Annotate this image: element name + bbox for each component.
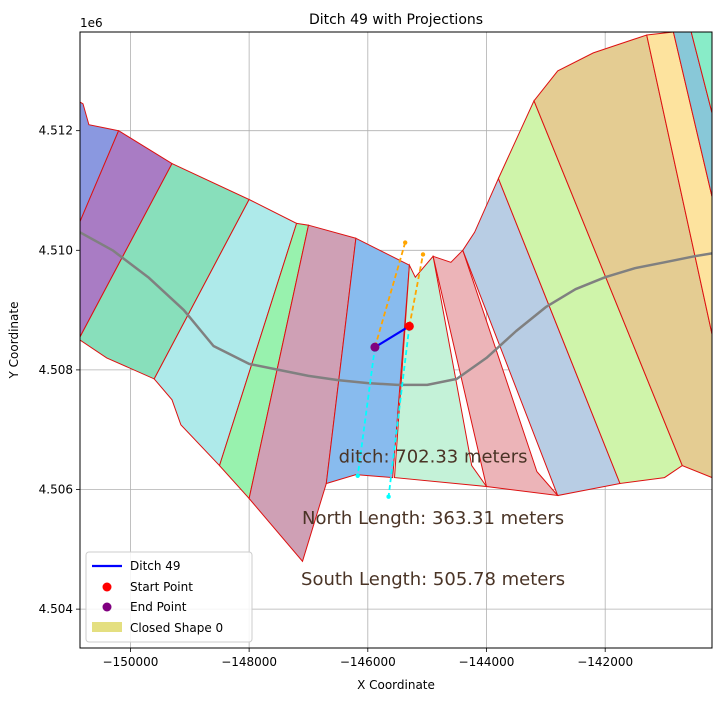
annotation-text: North Length: 363.31 meters bbox=[302, 508, 564, 529]
projection-endpoint bbox=[386, 494, 391, 499]
x-tick-label: −146000 bbox=[340, 655, 396, 669]
x-tick-label: −150000 bbox=[103, 655, 159, 669]
legend-swatch-end bbox=[102, 602, 112, 612]
x-tick-label: −148000 bbox=[221, 655, 277, 669]
y-tick-label: 4.510 bbox=[39, 243, 73, 257]
road-line-layer bbox=[80, 231, 712, 387]
projection-line bbox=[374, 242, 407, 348]
y-axis-title: Y Coordinate bbox=[7, 302, 21, 380]
chart-title: Ditch 49 with Projections bbox=[309, 12, 483, 28]
legend-label-start: Start Point bbox=[130, 580, 193, 594]
annotation-text: ditch: 702.33 meters bbox=[339, 447, 528, 468]
projection-endpoint bbox=[402, 240, 408, 245]
ditch-layer bbox=[370, 321, 414, 352]
shape-region bbox=[432, 249, 559, 497]
annotation-text: South Length: 505.78 meters bbox=[301, 569, 565, 590]
legend: Ditch 49 Start Point End Point Closed Sh… bbox=[85, 551, 253, 643]
projection-line bbox=[408, 254, 424, 327]
shape-regions bbox=[80, 32, 712, 563]
projection-endpoint bbox=[355, 473, 360, 478]
shape-region bbox=[646, 32, 712, 335]
x-axis-ticks: −150000 −148000 −146000 −144000 −142000 bbox=[103, 648, 633, 669]
shape-region bbox=[80, 101, 120, 222]
legend-swatch-shape bbox=[92, 622, 122, 632]
legend-label-shape: Closed Shape 0 bbox=[130, 621, 223, 635]
y-axis-offset-label: 1e6 bbox=[80, 16, 103, 30]
y-tick-label: 4.504 bbox=[39, 602, 73, 616]
ditch-line bbox=[374, 325, 410, 349]
x-tick-label: −142000 bbox=[577, 655, 633, 669]
road-line bbox=[80, 231, 712, 387]
y-tick-label: 4.512 bbox=[39, 124, 73, 138]
annotations: ditch: 702.33 meters North Length: 363.31… bbox=[301, 447, 565, 591]
legend-label-end: End Point bbox=[130, 600, 187, 614]
projection-lines bbox=[355, 240, 426, 499]
end-point bbox=[370, 342, 380, 352]
plot-frame bbox=[79, 31, 713, 649]
shape-region bbox=[80, 129, 173, 338]
y-axis-ticks: 4.504 4.506 4.508 4.510 4.512 bbox=[39, 124, 80, 616]
y-tick-label: 4.508 bbox=[39, 363, 73, 377]
shape-region bbox=[393, 255, 488, 488]
shape-region bbox=[690, 32, 712, 113]
y-tick-label: 4.506 bbox=[39, 483, 73, 497]
legend-label-ditch: Ditch 49 bbox=[130, 559, 181, 573]
projection-endpoint bbox=[420, 252, 426, 257]
projection-line bbox=[356, 347, 376, 476]
x-tick-label: −144000 bbox=[459, 655, 515, 669]
legend-box bbox=[85, 551, 253, 643]
projection-line bbox=[387, 326, 411, 497]
start-point bbox=[404, 321, 414, 331]
x-axis-title: X Coordinate bbox=[357, 678, 435, 692]
shape-region bbox=[497, 99, 683, 485]
legend-swatch-start bbox=[102, 582, 112, 592]
shape-region bbox=[248, 224, 357, 563]
shape-region bbox=[672, 32, 712, 197]
